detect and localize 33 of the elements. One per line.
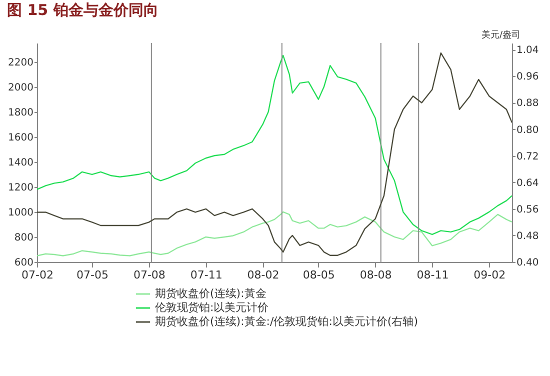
chart-title: 图 15 铂金与金价同向 xyxy=(7,1,158,19)
x-tick-label: 08-08 xyxy=(360,268,392,282)
x-tick-label: 08-11 xyxy=(416,268,449,282)
y2-tick-label: 0.72 xyxy=(516,151,539,162)
x-tick-label: 07-08 xyxy=(133,268,166,282)
legend-label: 伦敦现货铂:以美元计价 xyxy=(155,301,269,314)
y-tick-label: 1600 xyxy=(8,132,34,144)
y2-tick-label: 0.48 xyxy=(516,230,539,242)
line-series xyxy=(37,211,512,256)
y-tick-label: 1000 xyxy=(8,207,34,218)
y-tick-label: 1400 xyxy=(8,157,34,168)
y-tick-label: 800 xyxy=(14,232,34,244)
y2-tick-label: 0.88 xyxy=(516,98,539,110)
x-tick-label: 08-02 xyxy=(247,268,280,282)
x-tick-label: 09-02 xyxy=(474,268,506,282)
y2-tick-label: 0.40 xyxy=(516,258,539,268)
y-tick-label: 2000 xyxy=(8,82,34,94)
legend-label: 期货收盘价(连续):黃金 xyxy=(155,287,266,300)
y-tick-label: 2200 xyxy=(8,57,34,68)
x-tick-label: 07-11 xyxy=(190,268,222,282)
x-tick-label: 07-05 xyxy=(76,268,109,282)
y2-tick-label: 0.64 xyxy=(516,178,539,189)
x-tick-label: 08-05 xyxy=(302,268,335,282)
y-tick-label: 600 xyxy=(14,258,34,268)
legend-label: 期货收盘价(连续):黃金:/伦敦现货铂:以美元计价(右轴) xyxy=(155,315,418,328)
y2-tick-label: 0.56 xyxy=(516,204,539,216)
y2-axis-title: 美元/盎司 xyxy=(481,30,520,40)
y2-tick-label: 0.96 xyxy=(516,72,539,83)
x-tick-label: 07-02 xyxy=(22,268,54,282)
y2-tick-label: 1.04 xyxy=(516,45,539,56)
y-tick-label: 1800 xyxy=(8,107,34,118)
y2-tick-label: 0.80 xyxy=(516,124,539,136)
y-tick-label: 1200 xyxy=(8,182,34,194)
